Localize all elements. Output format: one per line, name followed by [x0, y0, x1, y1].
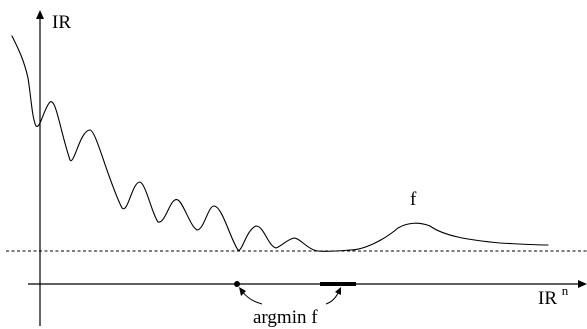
x-axis-arrow-icon — [578, 280, 587, 288]
argmin-point — [234, 281, 240, 287]
x-axis-label-base: IR — [538, 288, 557, 309]
argmin-pointer-right-arrow-icon — [335, 287, 341, 295]
argmin-pointer-left — [241, 290, 263, 305]
function-label: f — [410, 189, 417, 210]
x-axis-label-superscript: n — [562, 283, 569, 298]
y-axis-arrow-icon — [36, 10, 44, 19]
argmin-pointer-left-arrow-icon — [239, 287, 246, 296]
x-axis-label: IR n — [538, 283, 569, 309]
function-curve — [11, 35, 549, 252]
argmin-label: argmin f — [253, 307, 318, 328]
y-axis-label: IR — [52, 12, 71, 33]
